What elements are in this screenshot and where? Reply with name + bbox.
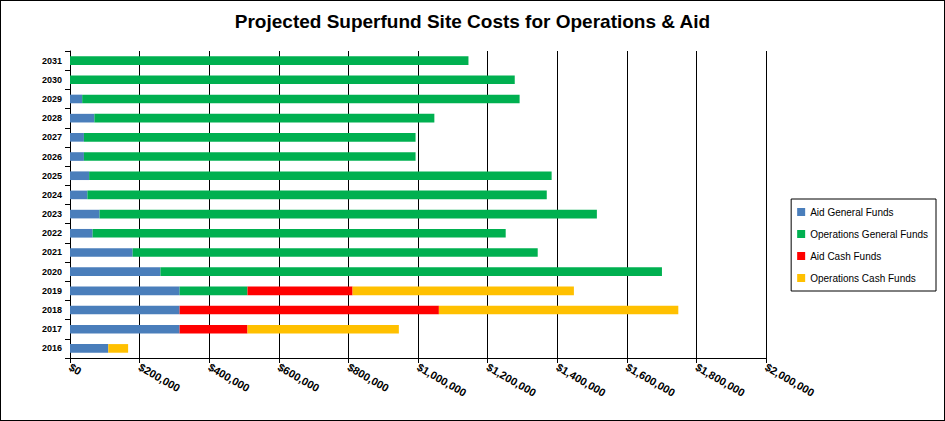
svg-text:Operations Cash Funds: Operations Cash Funds <box>810 273 916 284</box>
svg-text:$800,000: $800,000 <box>345 361 391 394</box>
svg-text:2021: 2021 <box>42 247 62 257</box>
svg-text:2030: 2030 <box>42 75 62 85</box>
svg-text:2031: 2031 <box>42 56 62 66</box>
svg-text:$1,600,000: $1,600,000 <box>624 361 678 399</box>
svg-text:2016: 2016 <box>42 343 62 353</box>
svg-text:Projected Superfund Site Costs: Projected Superfund Site Costs for Opera… <box>235 11 710 32</box>
svg-text:$2,000,000: $2,000,000 <box>763 361 817 399</box>
svg-text:$200,000: $200,000 <box>137 361 183 394</box>
svg-text:$1,400,000: $1,400,000 <box>554 361 608 399</box>
svg-text:2029: 2029 <box>42 94 62 104</box>
svg-text:$1,800,000: $1,800,000 <box>693 361 747 399</box>
svg-text:2017: 2017 <box>42 324 62 334</box>
svg-text:2028: 2028 <box>42 113 62 123</box>
svg-text:$0: $0 <box>67 361 84 378</box>
svg-text:$1,200,000: $1,200,000 <box>485 361 539 399</box>
svg-text:$400,000: $400,000 <box>206 361 252 394</box>
svg-text:2027: 2027 <box>42 132 62 142</box>
svg-text:2020: 2020 <box>42 267 62 277</box>
svg-text:2026: 2026 <box>42 152 62 162</box>
svg-text:Aid General Funds: Aid General Funds <box>810 207 893 218</box>
svg-text:2025: 2025 <box>42 171 62 181</box>
svg-text:2018: 2018 <box>42 305 62 315</box>
svg-text:Aid Cash Funds: Aid Cash Funds <box>810 251 881 262</box>
svg-text:2023: 2023 <box>42 209 62 219</box>
svg-text:2019: 2019 <box>42 286 62 296</box>
svg-text:Operations General Funds: Operations General Funds <box>810 229 928 240</box>
svg-text:2022: 2022 <box>42 228 62 238</box>
svg-text:$600,000: $600,000 <box>276 361 322 394</box>
svg-text:2024: 2024 <box>42 190 62 200</box>
svg-text:$1,000,000: $1,000,000 <box>415 361 469 399</box>
